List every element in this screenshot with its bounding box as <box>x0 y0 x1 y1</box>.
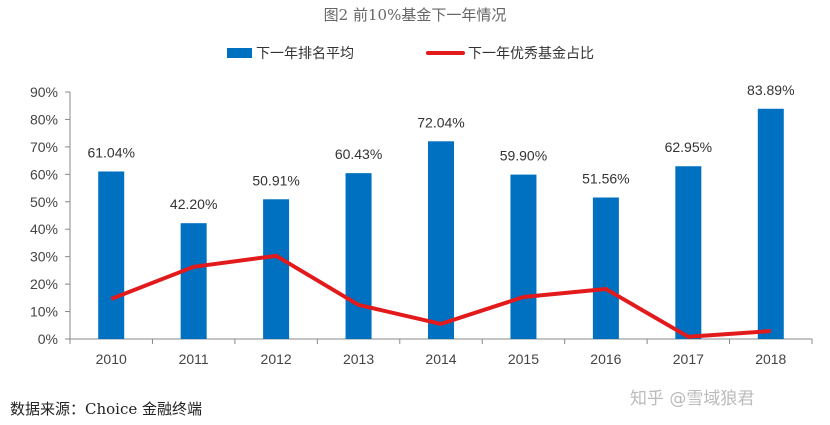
bar <box>428 141 454 339</box>
y-tick-label: 0% <box>38 331 58 347</box>
watermark: 知乎 @雪域狼君 <box>630 389 755 409</box>
x-tick-label: 2016 <box>590 351 621 367</box>
bar-data-label: 61.04% <box>87 144 134 160</box>
bar <box>510 174 537 339</box>
y-tick-label: 30% <box>30 249 58 265</box>
x-tick-label: 2018 <box>755 351 786 367</box>
bar <box>675 166 702 339</box>
bar-data-label: 59.90% <box>500 148 547 164</box>
y-tick-label: 20% <box>30 276 58 292</box>
x-tick-label: 2017 <box>673 351 704 367</box>
bar-data-label: 60.43% <box>335 146 382 162</box>
source-note: 数据来源：Choice 金融终端 <box>10 400 203 418</box>
bar <box>98 171 125 339</box>
y-tick-label: 60% <box>30 166 58 182</box>
y-tick-label: 90% <box>30 84 58 100</box>
bar-data-label: 50.91% <box>252 172 299 188</box>
bar <box>592 197 619 339</box>
x-tick-label: 2013 <box>343 351 374 367</box>
bar-data-label: 62.95% <box>665 139 712 155</box>
y-tick-label: 70% <box>30 139 58 155</box>
bar-data-label: 51.56% <box>582 170 629 186</box>
legend-swatch-bar <box>227 48 252 58</box>
bar-data-label: 72.04% <box>417 114 464 130</box>
bar <box>345 173 372 339</box>
bar <box>180 223 207 339</box>
bar <box>757 108 784 339</box>
legend-label-line: 下一年优秀基金占比 <box>468 45 594 62</box>
x-tick-label: 2012 <box>261 351 292 367</box>
bar <box>263 199 290 339</box>
bar-data-label: 42.20% <box>170 196 217 212</box>
y-tick-label: 40% <box>30 221 58 237</box>
chart-title: 图2 前10%基金下一年情况 <box>324 6 507 24</box>
x-tick-label: 2015 <box>508 351 539 367</box>
legend: 下一年排名平均 下一年优秀基金占比 <box>227 45 594 62</box>
x-tick-label: 2011 <box>179 351 209 367</box>
y-tick-label: 80% <box>30 111 58 127</box>
chart: 图2 前10%基金下一年情况 下一年排名平均 下一年优秀基金占比 0% 10% 20… <box>30 6 813 367</box>
x-tick-label: 2010 <box>96 351 127 367</box>
bar-data-label: 83.89% <box>747 82 794 98</box>
y-tick-label: 50% <box>30 194 58 210</box>
legend-label-bar: 下一年排名平均 <box>256 46 354 62</box>
x-tick-label: 2014 <box>425 351 456 367</box>
y-tick-label: 10% <box>30 304 58 320</box>
